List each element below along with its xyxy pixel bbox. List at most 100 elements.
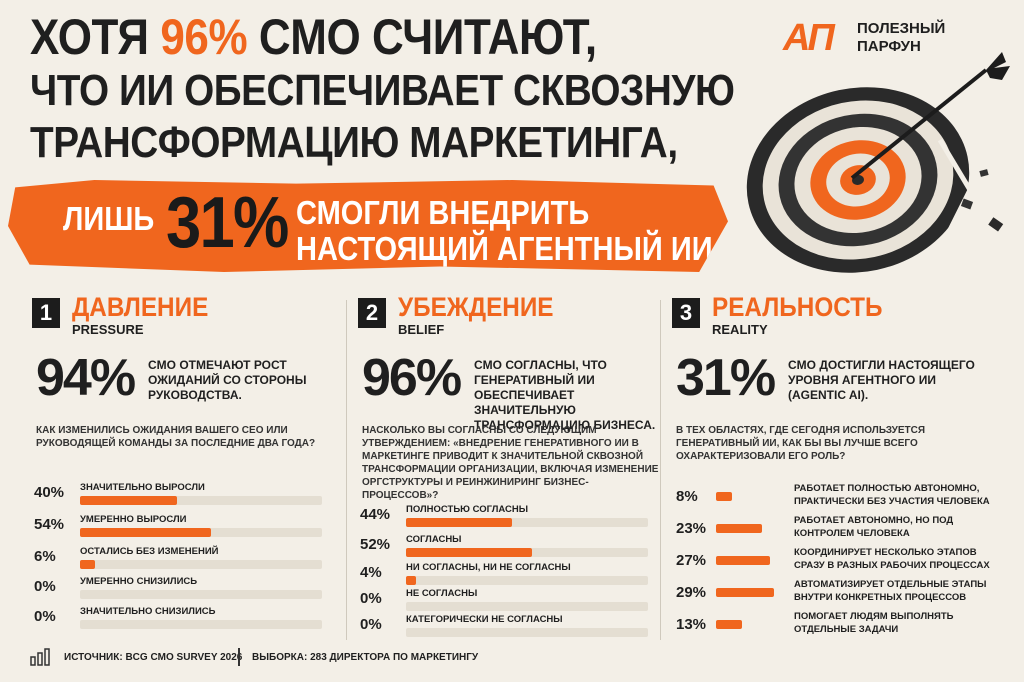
survey-question: Как изменились ожидания вашего CEO или р… (36, 425, 316, 449)
bar-fill (716, 556, 770, 565)
bar-percent: 23% (676, 520, 707, 537)
bar-fill (406, 576, 416, 585)
bar-label: Не согласны (406, 588, 478, 599)
bar-row: 8% Работает полностью автономно, практиче… (672, 482, 1012, 516)
bar-row: 23% Работает автономно, но под контролем … (672, 514, 1012, 548)
bar-percent: 6% (34, 548, 56, 565)
bar-percent: 0% (360, 590, 382, 607)
target-arrow-icon (746, 52, 1010, 283)
bar-fill (80, 528, 211, 537)
logo-line-1: ПОЛЕЗНЫЙ (857, 20, 946, 37)
bar-fill (406, 518, 513, 527)
footer-source: Источник: BCG CMO Survey 2026 (64, 652, 243, 663)
section-subtitle: REALITY (712, 322, 768, 337)
bar-percent: 0% (360, 616, 382, 633)
headline-line-2: ЧТО ИИ ОБЕСПЕЧИВАЕТ СКВОЗНУЮ (30, 66, 735, 115)
section-title: РЕАЛЬНОСТЬ (712, 292, 883, 322)
banner-text-1: СМОГЛИ ВНЕДРИТЬ (296, 194, 590, 231)
bar-row: 0% Умеренно снизились (32, 576, 342, 606)
bar-fill (406, 548, 532, 557)
survey-question: В тех областях, где сегодня используется… (676, 425, 926, 462)
bar-row: 44% Полностью согласны (358, 504, 668, 534)
section-pressure: 1 ДАВЛЕНИЕ PRESSURE 94% CMO отмечают рос… (32, 292, 352, 642)
bar-track (406, 518, 648, 527)
bar-label: Полностью согласны (406, 504, 529, 515)
bar-row: 27% Координирует несколько этапов сразу в… (672, 546, 1012, 580)
section-number: 3 (672, 298, 700, 328)
section-number: 1 (32, 298, 60, 328)
bar-track (80, 590, 322, 599)
bar-row: 54% Умеренно выросли (32, 514, 342, 544)
bar-label: Работает полностью автономно, практическ… (794, 483, 990, 507)
bar-percent: 27% (676, 552, 707, 569)
section-stat-text: CMO достигли настоящего уровня агентного… (788, 358, 975, 402)
bar-label: Умеренно выросли (80, 514, 187, 525)
banner-stat: 31% (166, 183, 289, 263)
bar-chart-icon (30, 648, 50, 666)
bar-row: 0% Категорически не согласны (358, 614, 668, 644)
bar-fill (716, 492, 732, 501)
section-stat: 94% (36, 349, 136, 407)
banner-lead: ЛИШЬ (63, 200, 155, 237)
section-stat-text: CMO согласны, что генеративный ИИ обеспе… (474, 358, 656, 432)
bar-label: Автоматизирует отдельные этапы внутри ко… (794, 579, 987, 603)
bar-label: Значительно снизились (80, 606, 216, 617)
logo-line-2: ПАРФУН (857, 38, 921, 55)
bar-track (716, 556, 776, 565)
bar-label: Значительно выросли (80, 482, 205, 493)
bar-track (406, 628, 648, 637)
logo-text: ПОЛЕЗНЫЙ ПАРФУН (857, 20, 945, 56)
bar-track (406, 548, 648, 557)
headline-line-3: ТРАНСФОРМАЦИЮ МАРКЕТИНГА, (30, 118, 678, 167)
survey-question: Насколько вы согласны со следующим утвер… (362, 425, 659, 501)
logo-mark: АП (783, 17, 835, 59)
bar-label: Категорически не согласны (406, 614, 563, 625)
bar-row: 6% Остались без изменений (32, 546, 342, 576)
bar-label: Помогает людям выполнять отдельные задач… (794, 611, 954, 635)
bar-fill (80, 560, 95, 569)
bar-percent: 0% (34, 578, 56, 595)
bar-fill (716, 524, 762, 533)
section-title: ДАВЛЕНИЕ (72, 292, 209, 322)
bar-percent: 13% (676, 616, 707, 633)
bar-row: 0% Значительно снизились (32, 606, 342, 636)
headline-banner: ЛИШЬ 31% СМОГЛИ ВНЕДРИТЬ НАСТОЯЩИЙ АГЕНТ… (8, 180, 728, 272)
bar-percent: 44% (360, 506, 391, 523)
bar-track (80, 496, 322, 505)
bar-fill (716, 588, 774, 597)
bar-label: Координирует несколько этапов сразу в ра… (794, 547, 990, 571)
banner-text-2: НАСТОЯЩИЙ АГЕНТНЫЙ ИИ (296, 230, 713, 267)
bar-fill (80, 496, 177, 505)
section-subtitle: PRESSURE (72, 322, 144, 337)
bar-label: Согласны (406, 534, 462, 545)
bar-label: Остались без изменений (80, 546, 219, 557)
bar-track (716, 588, 776, 597)
bar-row: 40% Значительно выросли (32, 482, 342, 512)
bar-label: Умеренно снизились (80, 576, 198, 587)
bar-track (406, 602, 648, 611)
section-stat-text: CMO отмечают рост ожиданий со стороны ру… (148, 358, 307, 402)
section-stat: 96% (362, 349, 462, 407)
section-subtitle: BELIEF (398, 322, 445, 337)
bar-row: 0% Не согласны (358, 588, 668, 618)
footer-sample: Выборка: 283 директора по маркетингу (252, 652, 479, 663)
bar-percent: 8% (676, 488, 698, 505)
bar-percent: 29% (676, 584, 707, 601)
bar-track (716, 492, 776, 501)
column-divider (346, 300, 347, 640)
bar-track (716, 524, 776, 533)
section-title: УБЕЖДЕНИЕ (398, 292, 554, 322)
bar-track (80, 620, 322, 629)
bar-percent: 54% (34, 516, 65, 533)
bar-row: 4% Ни согласны, ни не согласны (358, 562, 668, 592)
bar-track (80, 560, 322, 569)
section-stat: 31% (676, 349, 776, 407)
section-reality: 3 РЕАЛЬНОСТЬ REALITY 31% CMO достигли на… (672, 292, 992, 642)
bar-row: 13% Помогает людям выполнять отдельные за… (672, 610, 1012, 644)
column-divider (660, 300, 661, 640)
bar-percent: 40% (34, 484, 65, 501)
bar-label: Работает автономно, но под контролем чел… (794, 515, 954, 539)
bar-row: 52% Согласны (358, 534, 668, 564)
headline-text: ХОТЯ (30, 9, 161, 65)
